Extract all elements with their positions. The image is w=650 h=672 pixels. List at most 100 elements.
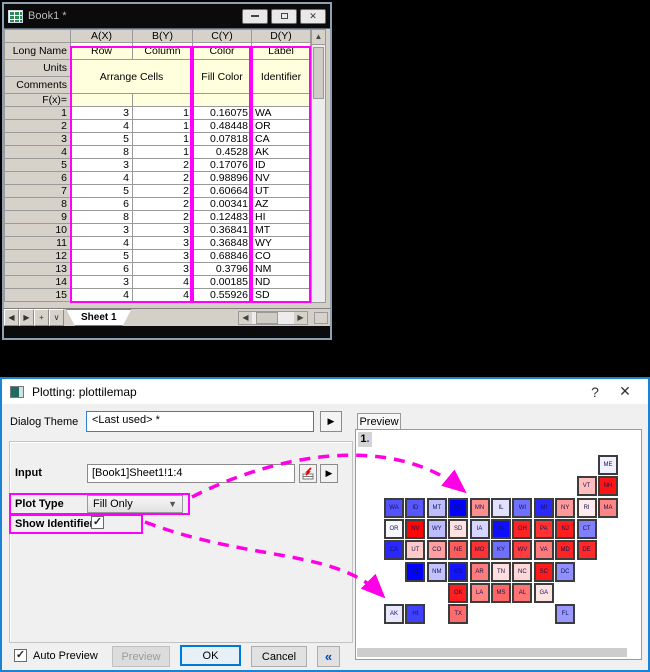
col-header-a[interactable]: A(X): [70, 29, 133, 43]
cell-label[interactable]: SD: [251, 288, 311, 302]
row-index[interactable]: 3: [4, 132, 71, 146]
minimize-button[interactable]: [242, 8, 268, 24]
row-index[interactable]: 2: [4, 119, 71, 133]
cell-label[interactable]: HI: [251, 210, 311, 224]
scroll-left-icon[interactable]: ◀: [239, 312, 252, 324]
restore-button[interactable]: [271, 8, 297, 24]
fx-cell-a[interactable]: [70, 93, 133, 107]
cell-label[interactable]: ID: [251, 158, 311, 172]
ok-button[interactable]: OK: [180, 645, 241, 666]
cell-column[interactable]: 4: [132, 288, 193, 302]
cell-color[interactable]: 0.07818: [192, 132, 252, 146]
preview-button[interactable]: Preview: [112, 646, 170, 667]
cell-label[interactable]: OR: [251, 119, 311, 133]
cell-column[interactable]: 1: [132, 145, 193, 159]
row-index[interactable]: 8: [4, 197, 71, 211]
cell-row[interactable]: 8: [70, 210, 133, 224]
cell-label[interactable]: ND: [251, 275, 311, 289]
horizontal-scroll-thumb[interactable]: [256, 312, 278, 324]
cell-row[interactable]: 3: [70, 275, 133, 289]
preview-scrollbar[interactable]: [357, 648, 627, 657]
longname-cell-d[interactable]: Label: [251, 42, 311, 60]
next-sheet-icon[interactable]: ▶: [19, 309, 34, 326]
input-flyout-button[interactable]: ▶: [320, 464, 338, 483]
row-index[interactable]: 11: [4, 236, 71, 250]
cell-label[interactable]: WY: [251, 236, 311, 250]
book1-titlebar[interactable]: Book1 * ✕: [4, 4, 330, 28]
cell-label[interactable]: AZ: [251, 197, 311, 211]
cell-color[interactable]: 0.36848: [192, 236, 252, 250]
cell-row[interactable]: 6: [70, 262, 133, 276]
row-index[interactable]: 14: [4, 275, 71, 289]
cell-color[interactable]: 0.00185: [192, 275, 252, 289]
cell-row[interactable]: 6: [70, 197, 133, 211]
scroll-up-icon[interactable]: ▲: [312, 30, 325, 45]
annotation-arrange-cells[interactable]: Arrange Cells: [70, 59, 193, 94]
row-index[interactable]: 10: [4, 223, 71, 237]
first-sheet-icon[interactable]: ◀: [4, 309, 19, 326]
cell-label[interactable]: MT: [251, 223, 311, 237]
cell-color[interactable]: 0.60664: [192, 184, 252, 198]
cell-column[interactable]: 2: [132, 158, 193, 172]
auto-preview-checkbox[interactable]: ✓: [14, 649, 27, 662]
cell-column[interactable]: 3: [132, 236, 193, 250]
row-label-fx[interactable]: F(x)=: [4, 93, 71, 107]
cell-column[interactable]: 3: [132, 249, 193, 263]
cell-color[interactable]: 0.17076: [192, 158, 252, 172]
row-label-comments[interactable]: Comments: [4, 76, 71, 94]
row-index[interactable]: 6: [4, 171, 71, 185]
longname-cell-c[interactable]: Color: [192, 42, 252, 60]
row-index[interactable]: 5: [4, 158, 71, 172]
cell-color[interactable]: 0.4528: [192, 145, 252, 159]
scroll-right-icon[interactable]: ▶: [294, 312, 307, 324]
cell-column[interactable]: 2: [132, 171, 193, 185]
col-header-d[interactable]: D(Y): [251, 29, 311, 43]
dialog-theme-input[interactable]: <Last used> *: [86, 411, 314, 432]
cell-row[interactable]: 5: [70, 184, 133, 198]
cell-color[interactable]: 0.12483: [192, 210, 252, 224]
layer-badge[interactable]: 1.: [358, 432, 372, 447]
cell-row[interactable]: 4: [70, 236, 133, 250]
corner-header[interactable]: [4, 29, 71, 43]
cell-column[interactable]: 2: [132, 197, 193, 211]
row-label-longname[interactable]: Long Name: [4, 42, 71, 60]
cancel-button[interactable]: Cancel: [251, 646, 307, 667]
cell-label[interactable]: NV: [251, 171, 311, 185]
fx-cell-d[interactable]: [251, 93, 311, 107]
cell-color[interactable]: 0.16075: [192, 106, 252, 120]
show-identifier-checkbox[interactable]: ✓: [91, 516, 104, 529]
vertical-scrollbar[interactable]: ▲: [311, 29, 326, 303]
row-index[interactable]: 15: [4, 288, 71, 302]
fx-cell-c[interactable]: [192, 93, 252, 107]
longname-cell-b[interactable]: Column: [132, 42, 193, 60]
cell-label[interactable]: UT: [251, 184, 311, 198]
input-range-field[interactable]: [Book1]Sheet1!1:4: [87, 464, 295, 483]
cell-color[interactable]: 0.55926: [192, 288, 252, 302]
cell-row[interactable]: 3: [70, 106, 133, 120]
horizontal-scrollbar[interactable]: ◀ ▶: [238, 311, 308, 325]
row-index[interactable]: 1: [4, 106, 71, 120]
select-range-button[interactable]: [299, 464, 317, 483]
cell-color[interactable]: 0.3796: [192, 262, 252, 276]
resize-grip[interactable]: [314, 312, 328, 324]
cell-column[interactable]: 3: [132, 262, 193, 276]
cell-label[interactable]: NM: [251, 262, 311, 276]
cell-column[interactable]: 1: [132, 132, 193, 146]
longname-cell-a[interactable]: Row: [70, 42, 133, 60]
cell-color[interactable]: 0.48448: [192, 119, 252, 133]
row-index[interactable]: 12: [4, 249, 71, 263]
cell-color[interactable]: 0.36841: [192, 223, 252, 237]
theme-flyout-button[interactable]: ▶: [320, 411, 342, 432]
cell-label[interactable]: WA: [251, 106, 311, 120]
row-index[interactable]: 9: [4, 210, 71, 224]
cell-row[interactable]: 5: [70, 249, 133, 263]
cell-row[interactable]: 4: [70, 288, 133, 302]
cell-color[interactable]: 0.00341: [192, 197, 252, 211]
col-header-c[interactable]: C(Y): [192, 29, 252, 43]
cell-label[interactable]: AK: [251, 145, 311, 159]
cell-column[interactable]: 2: [132, 184, 193, 198]
preview-tab[interactable]: Preview: [357, 413, 401, 430]
row-index[interactable]: 4: [4, 145, 71, 159]
sheet-list-icon[interactable]: ∨: [49, 309, 64, 326]
cell-label[interactable]: CA: [251, 132, 311, 146]
